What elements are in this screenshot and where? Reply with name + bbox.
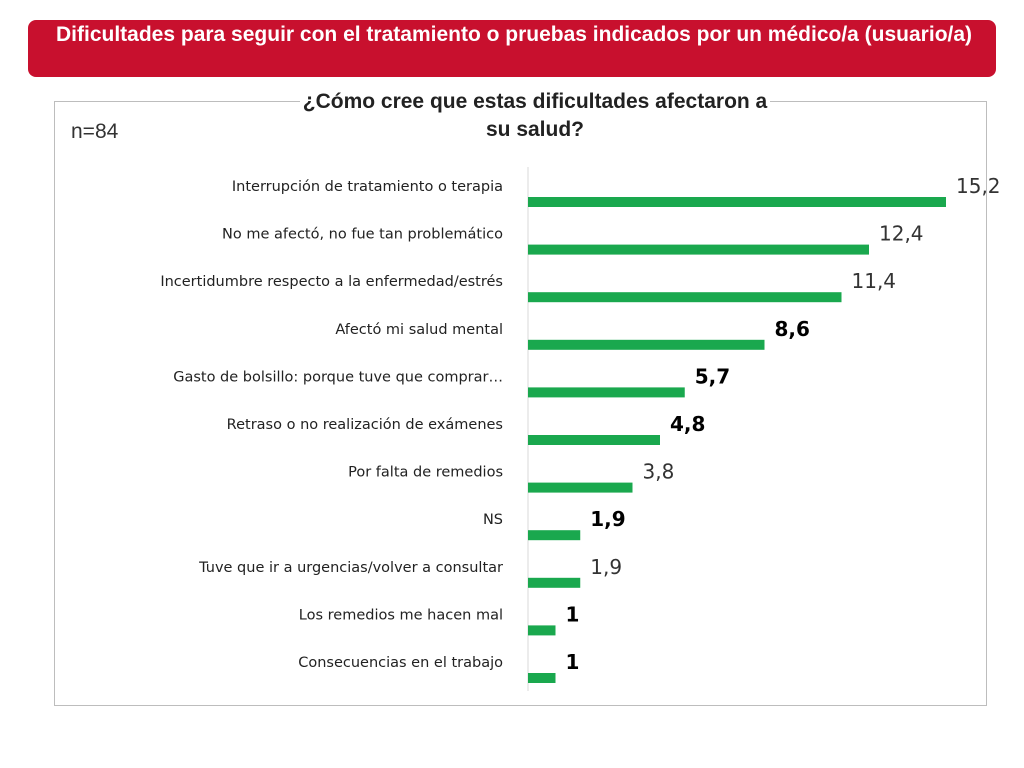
data-label: 11,4 — [852, 269, 897, 293]
data-label: 1,9 — [590, 555, 622, 579]
bar — [528, 244, 869, 255]
bar — [528, 530, 581, 541]
sample-size-label: n=84 — [71, 120, 119, 143]
data-label: 4,8 — [670, 412, 705, 436]
category-label: Afectó mi salud mental — [335, 322, 503, 338]
category-label: Tuve que ir a urgencias/volver a consult… — [198, 560, 503, 576]
category-label: Retraso o no realización de exámenes — [227, 417, 503, 433]
bar — [528, 482, 633, 493]
bar — [528, 625, 556, 636]
data-label: 1 — [566, 650, 580, 674]
data-label: 5,7 — [695, 364, 730, 388]
category-label: NS — [483, 512, 503, 528]
bar — [528, 673, 556, 683]
data-label: 8,6 — [775, 317, 810, 341]
data-label: 3,8 — [643, 460, 675, 484]
category-label: Interrupción de tratamiento o terapia — [232, 179, 503, 195]
bar — [528, 387, 685, 398]
bar — [528, 197, 946, 207]
category-label: No me afectó, no fue tan problemático — [222, 227, 503, 243]
category-label: Por falta de remedios — [348, 465, 503, 481]
bar — [528, 435, 660, 445]
data-label: 12,4 — [879, 222, 924, 246]
page-title: Dificultades para seguir con el tratamie… — [56, 23, 973, 46]
title-banner: Dificultades para seguir con el tratamie… — [28, 20, 996, 77]
category-label: Consecuencias en el trabajo — [298, 655, 503, 671]
category-label: Los remedios me hacen mal — [299, 607, 503, 623]
bar — [528, 292, 842, 303]
category-label: Incertidumbre respecto a la enfermedad/e… — [160, 274, 503, 290]
data-label: 1 — [566, 602, 580, 626]
category-label: Gasto de bolsillo: porque tuve que compr… — [173, 369, 503, 385]
chart-question: ¿Cómo cree que estas dificultades afecta… — [300, 88, 770, 144]
bar — [528, 577, 581, 588]
data-label: 15,2 — [956, 174, 1001, 198]
data-label: 1,9 — [590, 507, 625, 531]
bar — [528, 339, 765, 350]
